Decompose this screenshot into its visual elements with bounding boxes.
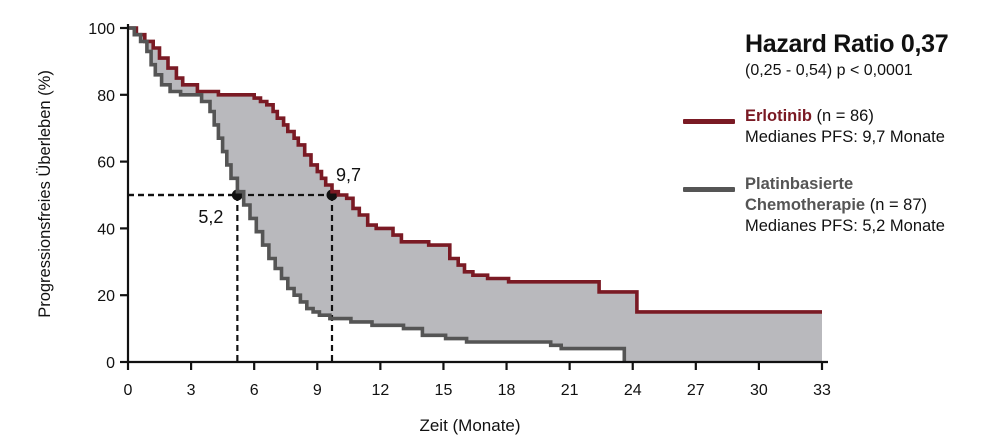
legend-n-erlotinib: (n = 86)	[816, 107, 874, 125]
y-axis-label: Progressionsfreies Überleben (%)	[36, 70, 54, 318]
y-tick-label: 40	[97, 221, 115, 238]
legend-swatch-erlotinib	[683, 119, 735, 124]
median-marker-layer: 9,7 5,2	[128, 165, 361, 362]
axis-labels-layer: Progressionsfreies Überleben (%) Zeit (M…	[36, 70, 521, 435]
legend-swatch-chemotherapie	[683, 187, 735, 192]
x-tick-label: 33	[813, 382, 831, 399]
curve-series-1	[128, 26, 627, 362]
y-tick-label: 100	[88, 21, 115, 38]
legend-panel: Hazard Ratio 0,37 (0,25 - 0,54) p < 0,00…	[683, 30, 990, 235]
x-tick-label: 6	[250, 382, 259, 399]
y-tick-label: 20	[97, 288, 115, 305]
x-tick-label: 27	[687, 382, 705, 399]
axes-layer: 0 20 40 60 80 100 0 3 6 9 12 15 18 21 24 27 30 33	[88, 21, 831, 399]
x-tick-label: 9	[313, 382, 322, 399]
x-tick-label: 21	[561, 382, 579, 399]
x-tick-label: 15	[435, 382, 453, 399]
hazard-ratio-title: Hazard Ratio 0,37	[745, 30, 949, 58]
legend-name-chemotherapie-line2: Chemotherapie	[745, 196, 866, 214]
x-tick-label: 12	[371, 382, 389, 399]
legend-name-chemotherapie-line1: Platinbasierte	[745, 175, 854, 193]
curve-series-0	[128, 26, 822, 314]
y-tick-label: 80	[97, 88, 115, 105]
fill-between-curves-layer	[128, 28, 822, 362]
hazard-ratio-ci: (0,25 - 0,54) p < 0,0001	[745, 62, 913, 79]
median-label-0: 9,7	[336, 165, 361, 185]
legend-median-chemotherapie: Medianes PFS: 5,2 Monate	[745, 217, 945, 235]
x-tick-label: 18	[498, 382, 516, 399]
x-tick-label: 3	[187, 382, 196, 399]
x-tick-label: 24	[624, 382, 642, 399]
survival-curve-layer	[128, 26, 822, 362]
area-between-curves	[128, 28, 822, 362]
x-tick-label: 30	[750, 382, 768, 399]
y-tick-label: 0	[106, 355, 115, 372]
x-axis-label: Zeit (Monate)	[419, 416, 520, 435]
median-label-1: 5,2	[198, 207, 223, 227]
legend-name-erlotinib: Erlotinib	[745, 107, 812, 125]
x-tick-label: 0	[124, 382, 133, 399]
y-tick-label: 60	[97, 155, 115, 172]
legend-median-erlotinib: Medianes PFS: 9,7 Monate	[745, 128, 945, 146]
legend-n-chemotherapie: (n = 87)	[869, 196, 928, 214]
